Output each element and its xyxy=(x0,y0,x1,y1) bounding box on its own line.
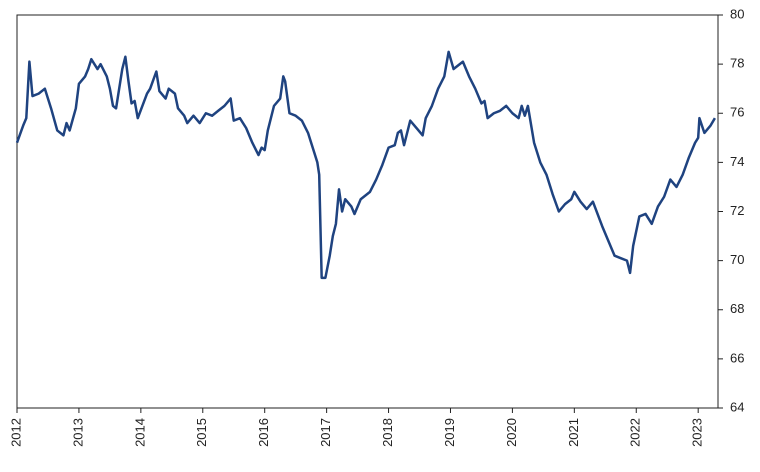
x-tick-label: 2016 xyxy=(256,418,271,447)
x-tick-label: 2019 xyxy=(442,418,457,447)
x-tick-label: 2021 xyxy=(566,418,581,447)
x-tick-label: 2020 xyxy=(504,418,519,447)
data-line xyxy=(15,50,716,280)
y-tick-label: 76 xyxy=(730,105,744,120)
y-tick-label: 66 xyxy=(730,350,744,365)
y-tick-label: 70 xyxy=(730,252,744,267)
x-tick-label: 2022 xyxy=(628,418,643,447)
y-tick-label: 80 xyxy=(730,6,744,21)
x-tick-label: 2015 xyxy=(194,418,209,447)
y-tick-label: 78 xyxy=(730,56,744,71)
y-tick-label: 64 xyxy=(730,399,744,414)
y-tick-label: 72 xyxy=(730,203,744,218)
y-tick-label: 68 xyxy=(730,301,744,316)
x-tick-label: 2023 xyxy=(690,418,705,447)
x-tick-label: 2017 xyxy=(318,418,333,447)
x-tick-label: 2018 xyxy=(380,418,395,447)
y-tick-label: 74 xyxy=(730,154,744,169)
x-tick-label: 2013 xyxy=(70,418,85,447)
x-tick-label: 2012 xyxy=(8,418,23,447)
x-tick-label: 2014 xyxy=(132,418,147,447)
